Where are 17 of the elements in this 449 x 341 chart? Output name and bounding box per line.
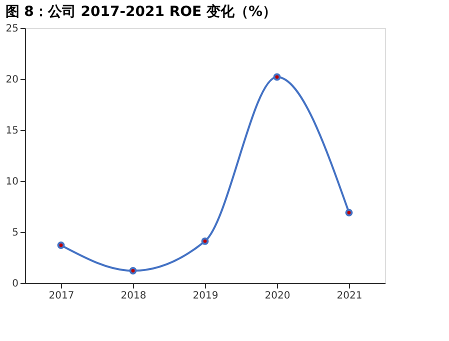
point <box>129 267 137 274</box>
chart-title: 图 8：公司 2017-2021 ROE 变化（%） <box>5 3 277 20</box>
y-tick-label: 0 <box>12 278 18 290</box>
y-tick-label: 5 <box>12 228 18 238</box>
x-tick-label: 2018 <box>120 290 146 302</box>
x-tick-label: 2021 <box>336 290 362 302</box>
y-tick-label: 10 <box>6 176 18 188</box>
point <box>57 242 65 249</box>
x-tick-label: 2020 <box>264 290 290 302</box>
point <box>345 208 353 216</box>
x-tick-label: 2017 <box>48 290 74 302</box>
y-tick-label: 20 <box>6 74 18 86</box>
point <box>273 73 281 81</box>
y-tick-label: 25 <box>6 24 18 34</box>
point <box>201 237 209 245</box>
y-tick-label: 15 <box>6 126 18 136</box>
x-tick-label: 2019 <box>192 290 218 302</box>
